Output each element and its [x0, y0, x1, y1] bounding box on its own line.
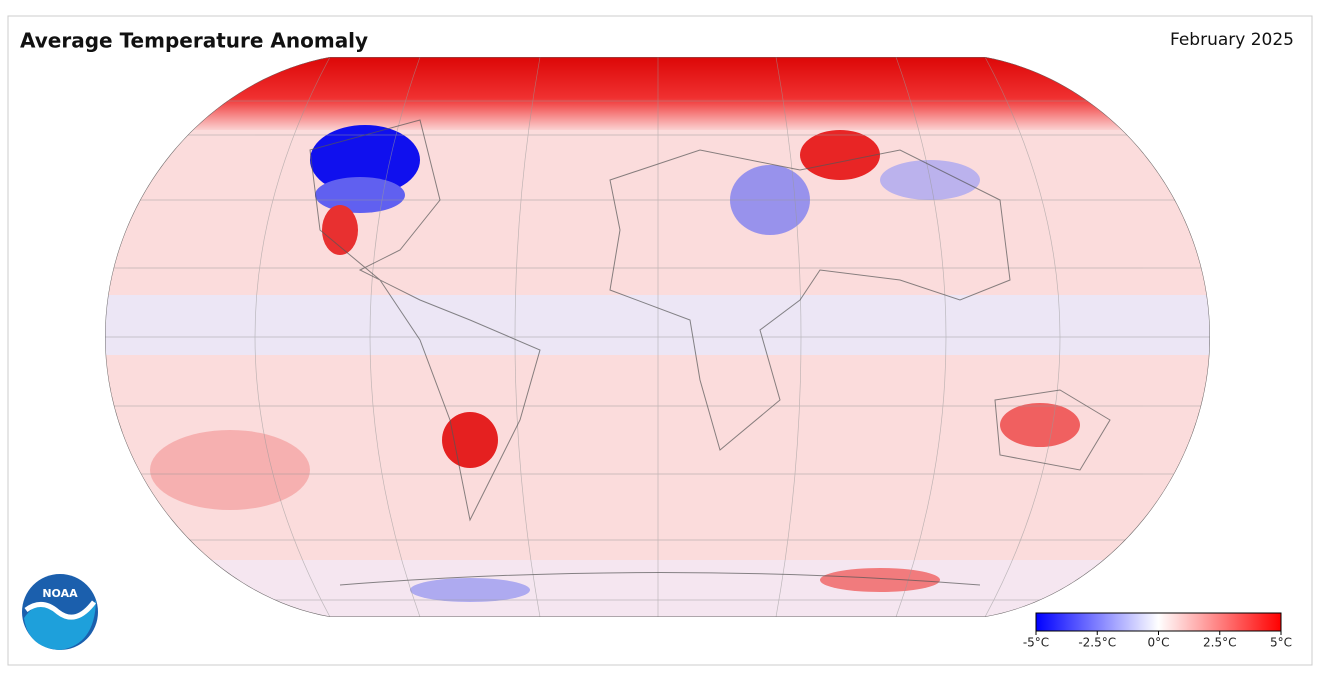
colorbar-tick-label: 2.5°C: [1203, 636, 1236, 650]
title: Average Temperature Anomaly: [20, 29, 368, 53]
logo-text: NOAA: [42, 587, 78, 600]
date: February 2025: [1170, 30, 1294, 50]
colorbar-tick-label: 0°C: [1147, 636, 1169, 650]
colorbar-tick-label: -2.5°C: [1078, 636, 1116, 650]
map: [105, 57, 1210, 617]
colorbar-tick-label: 5°C: [1270, 636, 1292, 650]
colorbar-tick-label: -5°C: [1023, 636, 1049, 650]
colorbar: [1035, 612, 1282, 632]
colorbar-ticks: -5°C -2.5°C 0°C 2.5°C 5°C: [1023, 631, 1292, 650]
noaa-logo: NOAA: [22, 574, 98, 650]
